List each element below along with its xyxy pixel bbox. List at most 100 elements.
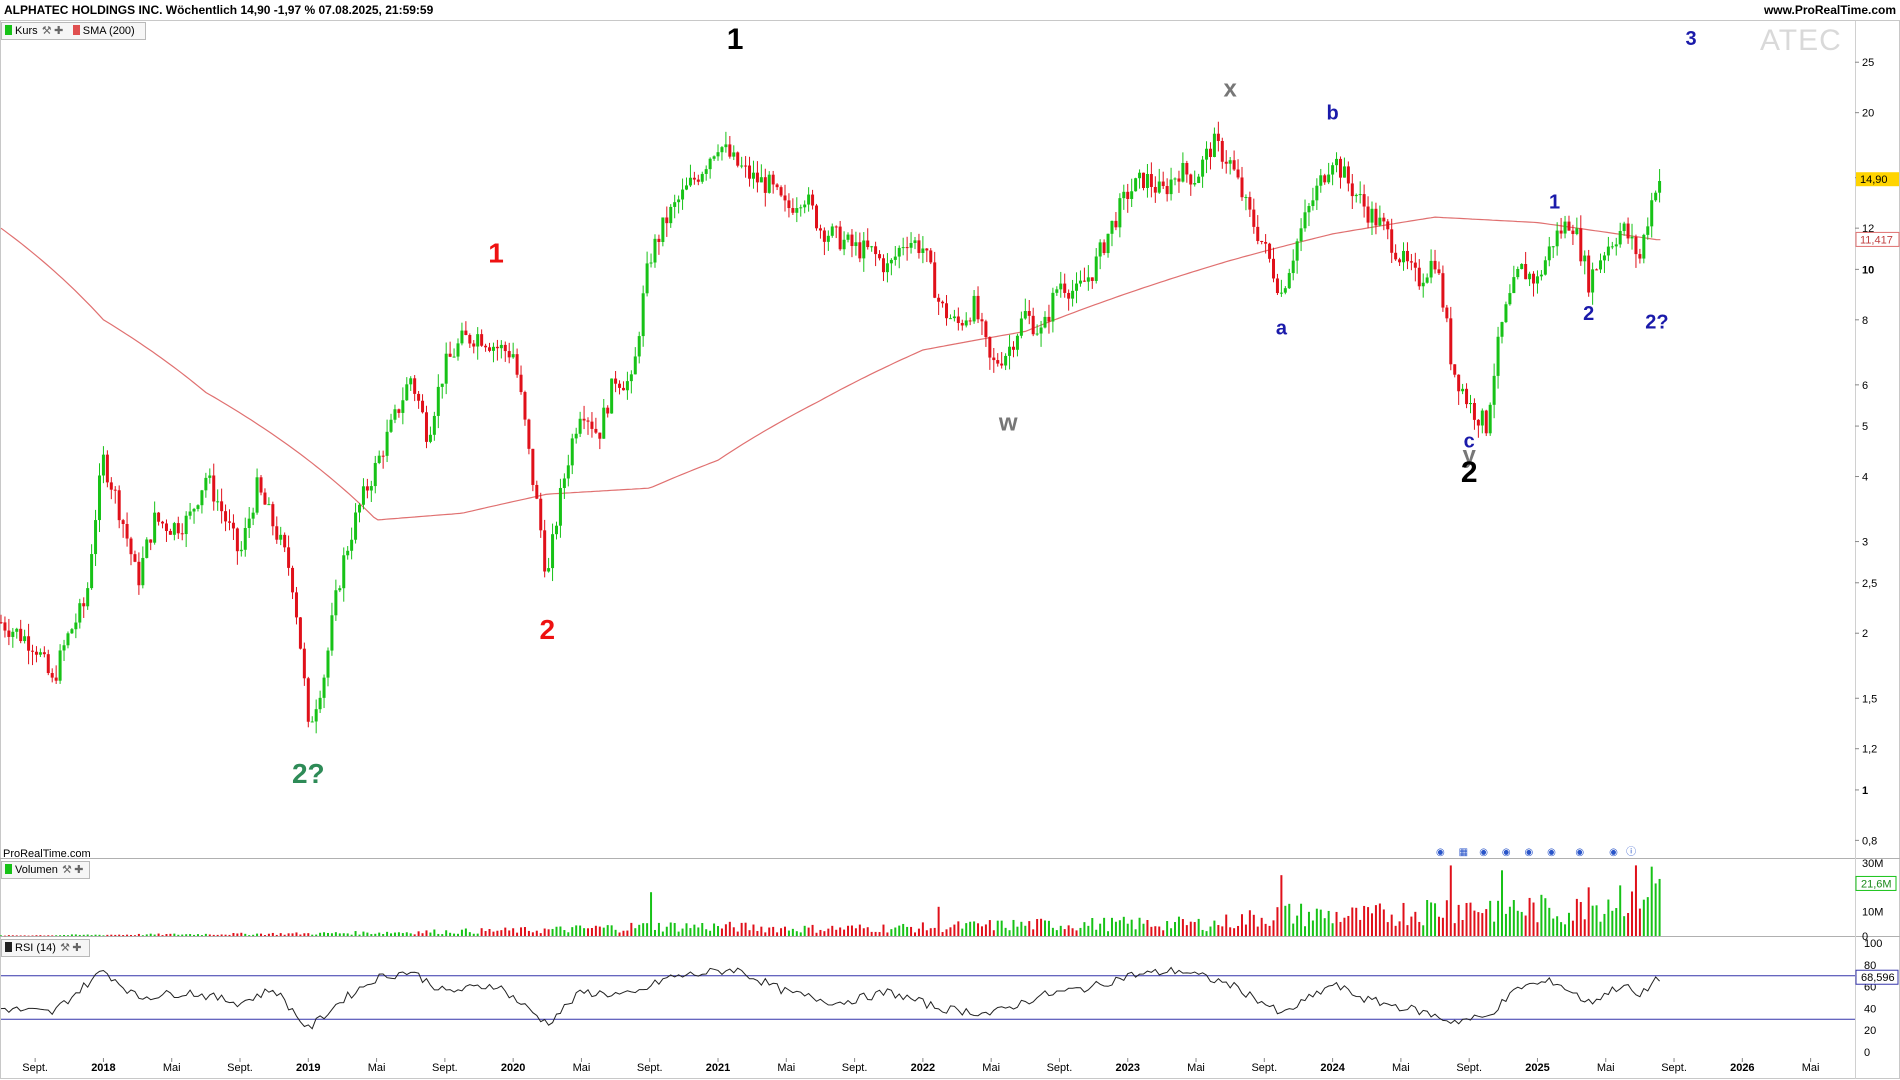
candle-body <box>82 603 86 607</box>
volume-bar <box>1619 885 1622 936</box>
candle-body <box>960 323 964 326</box>
volume-bar <box>744 922 747 936</box>
candle-body <box>302 648 306 679</box>
volume-bar <box>1296 915 1299 936</box>
candle-body <box>1579 228 1583 262</box>
date-tick-label: Sept. <box>637 1062 663 1074</box>
info-icon[interactable]: ⓘ <box>1626 847 1637 858</box>
candle-body <box>354 512 358 540</box>
volume-bar <box>795 931 798 936</box>
candle-body <box>1043 316 1047 328</box>
volume-bar <box>1107 931 1110 936</box>
event-icons[interactable]: ◉ ▦ ◉ ◉ ◉ ◉ ◉ ◉ ⓘ <box>1436 843 1636 858</box>
candle-body <box>188 511 192 516</box>
volume-bar <box>1028 921 1031 936</box>
volume-bar <box>827 928 830 936</box>
event-icon[interactable]: ◉ <box>1479 847 1488 858</box>
site-link[interactable]: www.ProRealTime.com <box>1763 3 1896 17</box>
rsi-legend[interactable]: RSI (14) ⚒ ✚ <box>1 939 90 957</box>
volume-bar <box>1091 917 1094 936</box>
wave-label: w <box>998 410 1018 437</box>
volume-bar <box>1197 918 1200 936</box>
event-icon[interactable]: ◉ <box>1501 847 1511 858</box>
price-tick-label: 4 <box>1862 472 1868 484</box>
volume-bar <box>1359 919 1362 936</box>
candle-body <box>574 433 578 439</box>
volume-bar <box>358 934 361 936</box>
candle-body <box>897 247 901 257</box>
wrench-icon[interactable]: ⚒ <box>41 25 52 37</box>
candle-body <box>783 195 787 201</box>
candle-body <box>50 673 54 678</box>
event-icon[interactable]: ◉ <box>1547 847 1556 858</box>
volume-bar <box>1138 917 1141 936</box>
volume-bar <box>260 933 263 936</box>
legend-kurs[interactable]: Kurs ⚒ ✚ <box>2 23 65 39</box>
volume-bar <box>618 932 621 936</box>
date-tick-label: Sept. <box>1661 1062 1687 1074</box>
candle-body <box>491 346 495 351</box>
volume-bar <box>752 924 755 936</box>
plus-icon[interactable]: ✚ <box>72 942 82 954</box>
event-icon[interactable]: ▦ <box>1458 847 1469 858</box>
plus-icon[interactable]: ✚ <box>54 25 64 37</box>
volume-bar <box>1201 929 1204 936</box>
volume-bar <box>1150 926 1153 936</box>
volume-bar <box>1126 923 1129 936</box>
volume-bar <box>1142 923 1145 936</box>
event-icon[interactable]: ◉ <box>1436 847 1445 858</box>
candle-body <box>1528 273 1532 280</box>
candle-body <box>208 475 212 478</box>
volume-bar <box>1603 913 1606 936</box>
volume-bar <box>27 935 30 937</box>
volume-bar <box>460 929 463 936</box>
candle-body <box>1366 206 1370 223</box>
volume-bar <box>31 935 34 936</box>
price-tick-label: 1,2 <box>1862 744 1877 756</box>
volume-bar <box>1225 914 1228 936</box>
volume-bar <box>1288 903 1291 936</box>
candle-body <box>1358 194 1362 196</box>
legend-sma[interactable]: SMA (200) <box>70 23 135 39</box>
plus-icon[interactable]: ✚ <box>74 864 84 876</box>
candle-body <box>1126 191 1130 199</box>
volume-bar <box>1465 902 1468 936</box>
volume-bar <box>1394 925 1397 936</box>
volume-swatch <box>5 864 12 874</box>
volume-bar <box>1000 920 1003 936</box>
volume-bar <box>520 927 523 936</box>
volume-bar <box>1501 870 1504 936</box>
candle-body <box>1323 175 1327 183</box>
candle-body <box>1602 255 1606 261</box>
volume-bar <box>740 922 743 936</box>
price-tick-label: 1,5 <box>1862 693 1877 705</box>
price-legend[interactable]: Kurs ⚒ ✚ SMA (200) <box>1 22 146 40</box>
wrench-icon[interactable]: ⚒ <box>61 864 72 876</box>
candle-body <box>1240 177 1244 198</box>
candle-body <box>1591 269 1595 293</box>
candle-body <box>1413 262 1417 268</box>
event-icon[interactable]: ◉ <box>1524 847 1534 858</box>
candle-body <box>428 434 432 442</box>
volume-bar <box>969 921 972 936</box>
volume-bar <box>1008 930 1011 936</box>
date-tick-label: 2019 <box>296 1062 320 1074</box>
candle-body <box>878 254 882 259</box>
volume-bar <box>1154 926 1157 936</box>
volume-legend[interactable]: Volumen ⚒ ✚ <box>1 861 90 879</box>
volume-bar <box>756 931 759 936</box>
candle-body <box>1575 228 1579 235</box>
volume-bar <box>850 925 853 936</box>
event-icon[interactable]: ◉ <box>1575 847 1585 858</box>
event-icon[interactable]: ◉ <box>1609 847 1618 858</box>
candle-body <box>503 344 507 352</box>
volume-bar <box>35 935 38 936</box>
volume-bar <box>78 934 81 936</box>
candle-body <box>1078 280 1082 284</box>
candle-body <box>369 486 373 491</box>
candle-body <box>602 407 606 439</box>
rsi-label: RSI (14) <box>15 942 56 954</box>
wrench-icon[interactable]: ⚒ <box>60 942 70 954</box>
price-tick-label: 2,5 <box>1862 578 1877 590</box>
